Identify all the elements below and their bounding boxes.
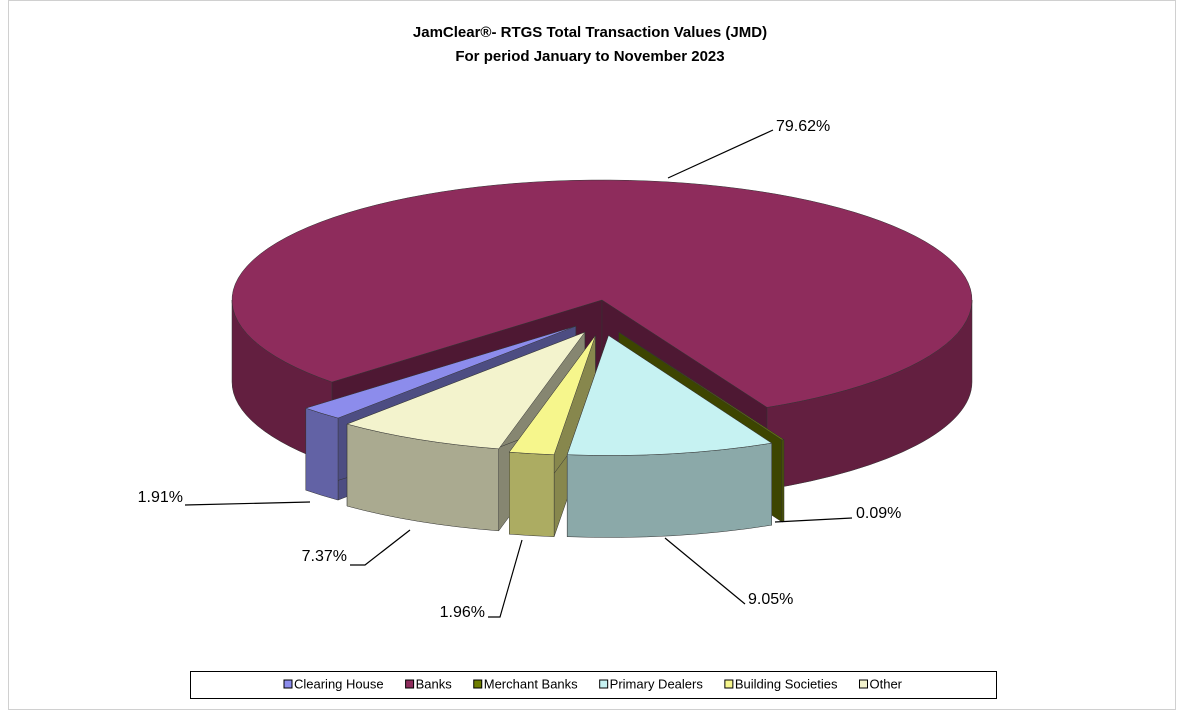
legend-label: Other [869,676,902,691]
legend-swatch [283,679,293,689]
legend-label: Clearing House [294,676,384,691]
legend-label: Primary Dealers [610,676,704,691]
chart-title: JamClear®- RTGS Total Transaction Values… [413,24,767,41]
pie [231,179,973,538]
slice-side [781,439,785,523]
chart-subtitle: For period January to November 2023 [455,48,724,65]
leader-line [350,529,411,566]
legend-swatch [858,679,868,689]
leader-line [667,129,774,179]
leader-line [774,517,853,523]
legend: Clearing House Banks Merchant Banks Primary… [283,676,903,691]
data-label: 7.37% [302,548,347,565]
leader-line [488,539,523,618]
legend-label: Merchant Banks [484,676,578,691]
legend-swatch [405,679,415,689]
slice [346,331,586,450]
slice [566,335,773,456]
legend-swatch [473,679,483,689]
slice-side [566,442,772,538]
slice-side [305,407,339,501]
slice [618,332,785,441]
leader-line [184,501,311,506]
slice-side [509,451,555,537]
slice [508,335,596,455]
slice [305,325,576,419]
data-label: 0.09% [856,505,901,522]
data-label: 1.96% [440,604,485,621]
data-label: 1.91% [138,489,183,506]
legend-label: Building Societies [735,676,838,691]
data-label: 79.62% [776,118,830,135]
data-label: 9.05% [748,591,793,608]
legend-swatch [724,679,734,689]
leader-line [664,537,746,605]
legend-label: Banks [416,676,453,691]
slice [231,179,973,408]
legend-swatch [599,679,609,689]
labels: 1.91% 79.62% 0.09% 9.05% 1.96% 7.37% [138,118,902,621]
